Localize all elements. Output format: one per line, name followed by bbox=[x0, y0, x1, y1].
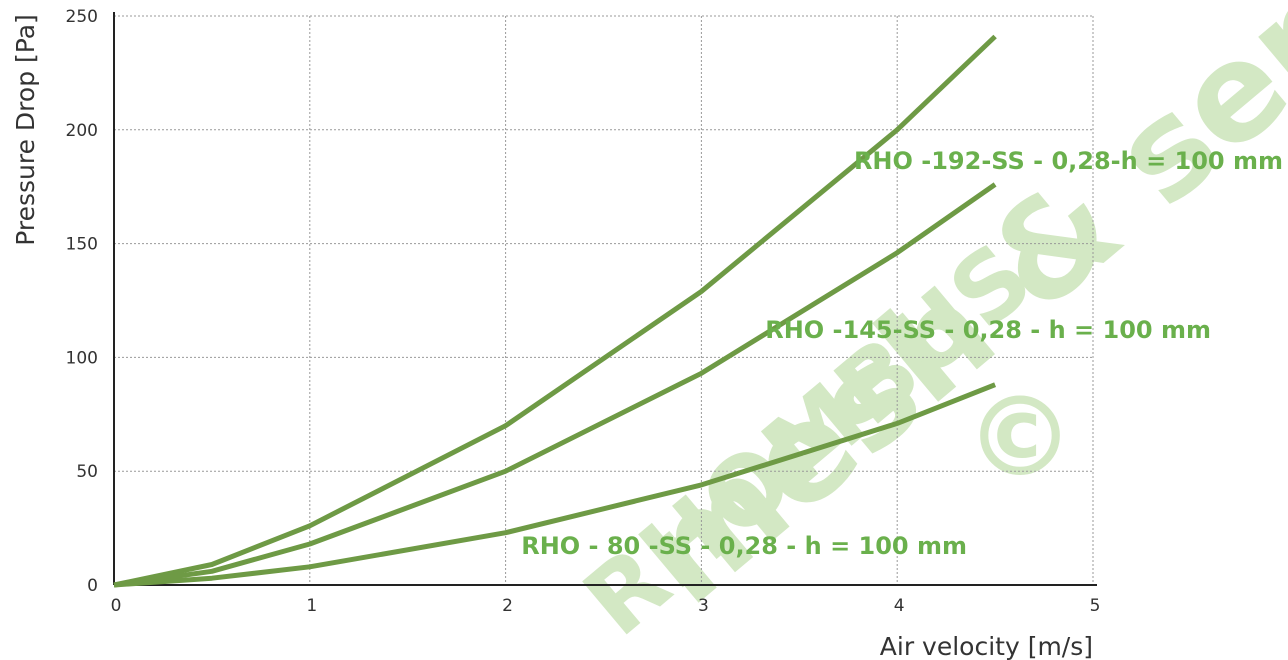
y-tick-label: 150 bbox=[66, 235, 98, 255]
y-tick-label: 200 bbox=[66, 121, 98, 141]
x-tick-label: 4 bbox=[894, 596, 905, 616]
x-tick-label: 1 bbox=[306, 596, 317, 616]
series-line-2 bbox=[113, 382, 997, 588]
series-line-1 bbox=[113, 182, 997, 588]
y-tick-label: 0 bbox=[87, 576, 98, 596]
series-label-0: RHO -192-SS - 0,28-h = 100 mm bbox=[854, 147, 1283, 175]
series-line-0 bbox=[113, 34, 997, 588]
y-tick-label: 50 bbox=[76, 462, 98, 482]
series-labels: RHO -192-SS - 0,28-h = 100 mm RHO -145-SS… bbox=[521, 147, 1283, 560]
series-label-1: RHO -145-SS - 0,28 - h = 100 mm bbox=[765, 316, 1211, 344]
y-axis-title: Pressure Drop [Pa] bbox=[11, 14, 40, 246]
x-tick-label: 2 bbox=[502, 596, 513, 616]
x-axis-title: Air velocity [m/s] bbox=[880, 632, 1093, 660]
x-tick-label: 0 bbox=[111, 596, 122, 616]
y-tick-label: 100 bbox=[66, 348, 98, 368]
y-tick-label: 250 bbox=[66, 7, 98, 27]
x-tick-label: 5 bbox=[1090, 596, 1101, 616]
series-label-2: RHO - 80 -SS - 0,28 - h = 100 mm bbox=[521, 532, 967, 560]
series-lines bbox=[113, 34, 997, 588]
watermark-symbol: © bbox=[965, 373, 1075, 501]
x-tick-label: 3 bbox=[698, 596, 709, 616]
